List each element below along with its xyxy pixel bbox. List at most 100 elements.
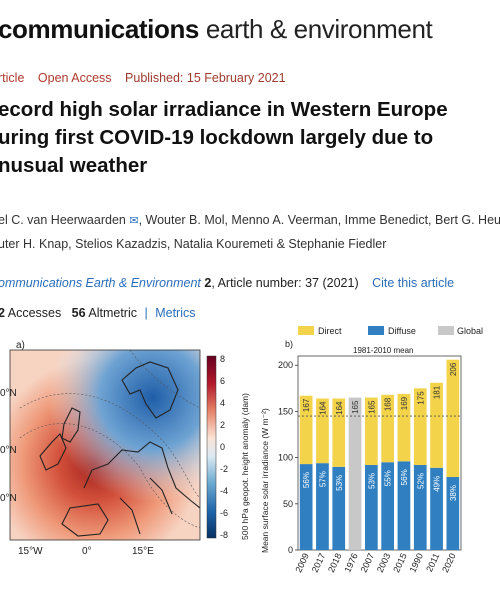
- article-title: ecord high solar irradiance in Western E…: [0, 96, 498, 180]
- article-number: , Article number: 37 (2021): [211, 276, 359, 290]
- total-value-label: 164: [318, 401, 327, 415]
- legend-swatch-global: [438, 326, 454, 335]
- bar-series: 56% 167 57% 164 53% 164 165 53% 165 55% 168 56% 169 5…: [298, 359, 461, 550]
- journal-link[interactable]: ommunications Earth & Environment: [0, 276, 201, 290]
- diffuse-share-label: 53%: [335, 475, 344, 491]
- bar-direct: [299, 395, 313, 465]
- diffuse-share-label: 38%: [449, 485, 458, 501]
- map-panel-label: a): [16, 340, 25, 351]
- x-tick-label: 2009: [293, 552, 311, 574]
- diffuse-share-label: 55%: [384, 470, 393, 486]
- legend-label-diffuse: Diffuse: [388, 326, 416, 336]
- diffuse-share-label: 49%: [433, 476, 442, 492]
- altmetric-label: Altmetric: [88, 306, 137, 320]
- bar-direct: [430, 382, 443, 468]
- author-link[interactable]: uter H. Knap, Stelios Kazadzis, Natalia …: [0, 237, 387, 251]
- author-list: el C. van Heerwaarden ✉, Wouter B. Mol, …: [0, 209, 500, 256]
- bar-diffuse: [299, 464, 313, 550]
- colorbar-tick: -2: [220, 464, 228, 474]
- chart-panel-label: b): [285, 339, 293, 349]
- cite-this-article-link[interactable]: Cite this article: [372, 276, 455, 290]
- diffuse-share-label: 52%: [416, 473, 425, 489]
- chart-subtitle: 1981-2010 mean: [353, 346, 414, 355]
- x-tick-label: 2015: [391, 552, 409, 574]
- coastlines: [39, 361, 200, 537]
- bar-diffuse: [397, 461, 411, 550]
- title-line: nusual weather: [0, 154, 148, 177]
- legend-swatch-diffuse: [368, 326, 384, 335]
- colorbar-tick: 4: [220, 398, 225, 408]
- author-link[interactable]: el C. van Heerwaarden: [0, 213, 126, 227]
- open-access-badge[interactable]: Open Access: [37, 71, 112, 85]
- irradiance-bar-chart[interactable]: Direct Diffuse Global b) 1981-2010 mean …: [258, 325, 500, 600]
- colorbar-tick: 0: [220, 442, 225, 452]
- article-type: rticle: [0, 71, 25, 85]
- journal-name[interactable]: communications earth & environment: [0, 14, 433, 45]
- latitude-label: 0°N: [0, 445, 17, 456]
- y-tick-label: 100: [278, 453, 293, 463]
- email-icon[interactable]: ✉: [129, 215, 139, 227]
- legend-swatch-direct: [298, 326, 314, 335]
- x-tick-label: 2017: [310, 552, 328, 574]
- legend-label-global: Global: [457, 326, 483, 336]
- bar-diffuse: [446, 477, 460, 550]
- plot-frame: [297, 355, 462, 551]
- y-tick-label: 0: [288, 545, 293, 555]
- volume-number: 2: [204, 276, 212, 290]
- altmetric-count: 56: [71, 306, 86, 320]
- x-tick-label: 2007: [359, 552, 377, 574]
- bar-direct: [397, 393, 411, 462]
- metrics-link[interactable]: Metrics: [155, 306, 196, 320]
- longitude-label: 15°E: [132, 546, 154, 557]
- bar-direct: [364, 397, 378, 466]
- longitude-label: 15°W: [18, 546, 43, 557]
- diffuse-share-label: 53%: [367, 473, 376, 489]
- citation-line: ommunications Earth & Environment 2, Art…: [0, 276, 454, 290]
- author-link[interactable]: , Wouter B. Mol, Menno A. Veerman, Imme …: [138, 213, 500, 227]
- journal-name-bold: communications: [0, 14, 199, 44]
- x-tick-label: 1990: [408, 552, 426, 574]
- colorbar-label: 500 hPa geopot. height anomaly (dam): [240, 393, 250, 540]
- colorbar-tick: -6: [220, 508, 228, 518]
- colorbar-tick: 2: [220, 420, 225, 430]
- total-value-label: 169: [400, 396, 409, 410]
- y-axis: 0 50 100 150 200: [278, 355, 462, 555]
- bar-direct: [332, 398, 346, 467]
- diffuse-share-label: 56%: [400, 469, 409, 485]
- x-tick-label: 1976: [342, 552, 360, 574]
- bar-direct: [413, 388, 427, 466]
- colorbar-tick: 8: [220, 354, 225, 364]
- latitude-label: 0°N: [0, 493, 17, 504]
- y-tick-label: 50: [283, 499, 293, 509]
- total-value-label: 175: [416, 391, 425, 405]
- total-value-label: 167: [302, 398, 311, 412]
- total-value-label: 164: [335, 401, 344, 415]
- contours: [19, 350, 200, 529]
- latitude-label: 0°N: [0, 388, 17, 399]
- longitude-label: 0°: [82, 546, 92, 557]
- bar-diffuse: [430, 467, 443, 550]
- total-value-label: 168: [384, 397, 393, 411]
- colorbar-tick: -4: [220, 486, 228, 496]
- title-line: uring first COVID-19 lockdown largely du…: [0, 126, 434, 149]
- y-tick-label: 200: [278, 360, 293, 370]
- published-date: Published: 15 February 2021: [125, 71, 286, 85]
- anomaly-map-figure[interactable]: a) 0°N 0°N 0°N 15°W 0° 15°E 8 6 4 2 0 -2: [0, 338, 265, 566]
- colorbar-tick: 6: [220, 376, 225, 386]
- bar-global: [348, 397, 362, 550]
- y-tick-label: 150: [278, 406, 293, 416]
- total-value-label: 165: [351, 400, 360, 414]
- x-tick-label: 2003: [375, 552, 393, 574]
- bar-direct: [446, 359, 460, 478]
- bar-direct: [316, 398, 329, 464]
- colorbar: [206, 355, 217, 539]
- bar-diffuse: [413, 465, 427, 550]
- bar-diffuse: [381, 462, 395, 550]
- y-axis-label: Mean surface solar irradiance (W m⁻²): [260, 408, 270, 553]
- x-tick-label: 2018: [326, 552, 344, 574]
- x-tick-label: 2011: [424, 552, 441, 574]
- x-tick-label: 2020: [440, 552, 458, 574]
- bar-diffuse: [364, 465, 378, 550]
- accesses-label: Accesses: [7, 306, 62, 320]
